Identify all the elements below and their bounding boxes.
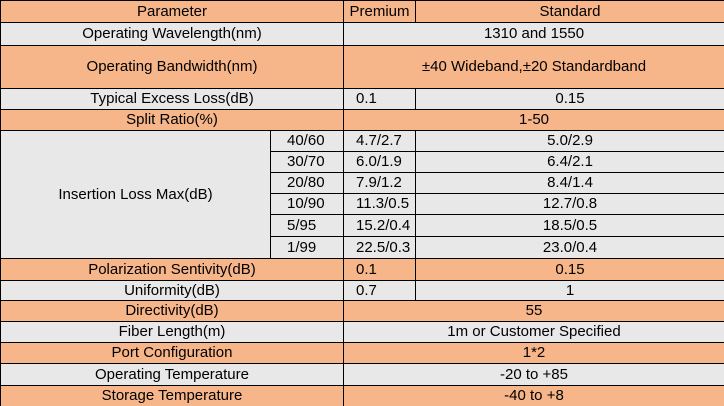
row: Fiber Length(m) 1m or Customer Specified <box>0 321 724 343</box>
premium-cell: 7.9/1.2 <box>343 172 416 194</box>
standard-cell: 12.7/0.8 <box>415 193 724 215</box>
row: 5/95 15.2/0.4 18.5/0.5 <box>1 214 724 237</box>
label-cell: Storage Temperature <box>0 385 344 406</box>
label-cell: Split Ratio(%) <box>0 109 344 131</box>
value-cell: 1m or Customer Specified <box>343 321 724 343</box>
label-cell: Operating Bandwidth(nm) <box>0 45 344 89</box>
row: Operating Bandwidth(nm) ±40 Wideband,±20… <box>0 45 724 89</box>
ratio-cell: 40/60 <box>270 130 344 152</box>
value-cell: 1310 and 1550 <box>343 22 724 46</box>
ratio-cell: 5/95 <box>270 214 344 237</box>
header-row: Parameter Premium Standard <box>0 0 724 23</box>
row: 20/80 7.9/1.2 8.4/1.4 <box>1 172 724 194</box>
row: Typical Excess Loss(dB) 0.1 0.15 <box>0 88 724 110</box>
row: Split Ratio(%) 1-50 <box>0 109 724 131</box>
standard-cell: 5.0/2.9 <box>415 130 724 152</box>
header-cell: Premium <box>343 0 416 23</box>
standard-cell: 1 <box>415 280 724 301</box>
premium-cell: 22.5/0.3 <box>343 236 416 259</box>
label-cell: Polarization Sentivity(dB) <box>0 258 344 281</box>
row: Storage Temperature -40 to +8 <box>0 385 724 406</box>
header-cell: Standard <box>415 0 724 23</box>
label-cell: Operating Wavelength(nm) <box>0 22 344 46</box>
row: 30/70 6.0/1.9 6.4/2.1 <box>1 151 724 173</box>
header-cell: Parameter <box>0 0 344 23</box>
row: Operating Temperature -20 to +85 <box>0 363 724 386</box>
standard-cell: 0.15 <box>415 258 724 281</box>
premium-cell: 0.7 <box>343 280 416 301</box>
row: Operating Wavelength(nm) 1310 and 1550 <box>0 22 724 46</box>
value-cell: ±40 Wideband,±20 Standardband <box>343 45 724 89</box>
standard-cell: 0.15 <box>415 88 724 110</box>
premium-cell: 11.3/0.5 <box>343 193 416 215</box>
value-cell: -40 to +8 <box>343 385 724 406</box>
premium-cell: 15.2/0.4 <box>343 214 416 237</box>
label-cell: Typical Excess Loss(dB) <box>0 88 344 110</box>
value-cell: 1*2 <box>343 342 724 364</box>
value-cell: 55 <box>343 300 724 322</box>
label-cell: Insertion Loss Max(dB) <box>0 130 271 259</box>
label-cell: Port Configuration <box>0 342 344 364</box>
premium-cell: 4.7/2.7 <box>343 130 416 152</box>
label-cell: Uniformity(dB) <box>0 280 344 301</box>
row: Polarization Sentivity(dB) 0.1 0.15 <box>0 258 724 281</box>
row: Uniformity(dB) 0.7 1 <box>0 280 724 301</box>
standard-cell: 8.4/1.4 <box>415 172 724 194</box>
row: 1/99 22.5/0.3 23.0/0.4 <box>1 236 724 259</box>
label-cell: Operating Temperature <box>0 363 344 386</box>
ratio-cell: 1/99 <box>270 236 344 259</box>
ratio-cell: 20/80 <box>270 172 344 194</box>
premium-cell: 0.1 <box>343 88 416 110</box>
premium-cell: 6.0/1.9 <box>343 151 416 173</box>
row: Insertion Loss Max(dB) 40/60 4.7/2.7 5.0… <box>0 130 724 259</box>
value-cell: 1-50 <box>343 109 724 131</box>
standard-cell: 23.0/0.4 <box>415 236 724 259</box>
row: Directivity(dB) 55 <box>0 300 724 322</box>
ratio-cell: 10/90 <box>270 193 344 215</box>
value-cell: -20 to +85 <box>343 363 724 386</box>
row: Port Configuration 1*2 <box>0 342 724 364</box>
ratio-cell: 30/70 <box>270 151 344 173</box>
standard-cell: 6.4/2.1 <box>415 151 724 173</box>
standard-cell: 18.5/0.5 <box>415 214 724 237</box>
premium-cell: 0.1 <box>343 258 416 281</box>
label-cell: Directivity(dB) <box>0 300 344 322</box>
label-cell: Fiber Length(m) <box>0 321 344 343</box>
